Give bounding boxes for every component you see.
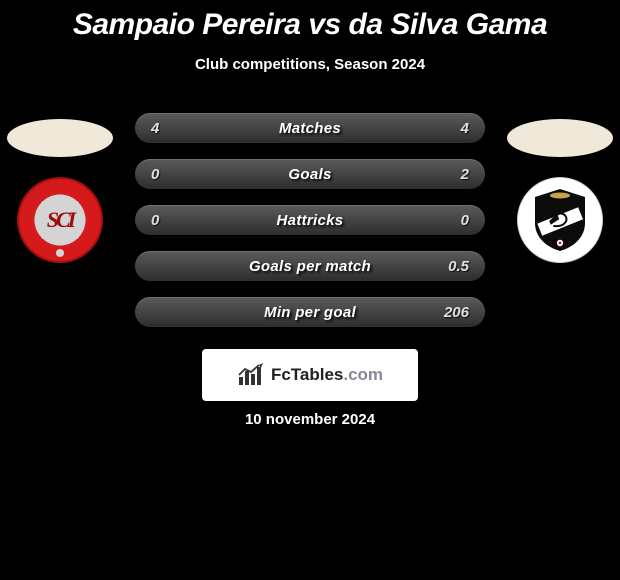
date-label: 10 november 2024 — [0, 411, 620, 428]
stat-rows: 4Matches40Goals20Hattricks0Goals per mat… — [135, 113, 485, 327]
stat-row: Min per goal206 — [135, 297, 485, 327]
stat-value-left: 0 — [151, 212, 191, 229]
stat-label: Min per goal — [191, 304, 429, 321]
stat-value-right: 206 — [429, 304, 469, 321]
team-left-column — [0, 113, 120, 263]
stat-value-right: 0 — [429, 212, 469, 229]
stat-value-right: 2 — [429, 166, 469, 183]
footer-text-tld: .com — [343, 365, 383, 384]
page-subtitle: Club competitions, Season 2024 — [0, 56, 620, 73]
vasco-shield-icon — [530, 187, 590, 253]
stat-value-left: 0 — [151, 166, 191, 183]
stat-value-right: 0.5 — [429, 258, 469, 275]
stat-row: 4Matches4 — [135, 113, 485, 143]
page-title: Sampaio Pereira vs da Silva Gama — [0, 0, 620, 42]
stat-row: Goals per match0.5 — [135, 251, 485, 281]
stat-label: Goals — [191, 166, 429, 183]
stat-value-right: 4 — [429, 120, 469, 137]
stat-label: Matches — [191, 120, 429, 137]
footer-text: FcTables.com — [271, 365, 383, 385]
stat-row: 0Hattricks0 — [135, 205, 485, 235]
footer-text-main: FcTables — [271, 365, 343, 384]
stat-label: Hattricks — [191, 212, 429, 229]
stat-value-left: 4 — [151, 120, 191, 137]
player-photo-placeholder-left — [7, 119, 113, 157]
club-logo-internacional — [17, 177, 103, 263]
stat-row: 0Goals2 — [135, 159, 485, 189]
player-photo-placeholder-right — [507, 119, 613, 157]
bar-chart-icon — [237, 363, 265, 387]
stat-label: Goals per match — [191, 258, 429, 275]
club-logo-vasco — [517, 177, 603, 263]
footer-badge: FcTables.com — [202, 349, 418, 401]
team-right-column — [500, 113, 620, 263]
